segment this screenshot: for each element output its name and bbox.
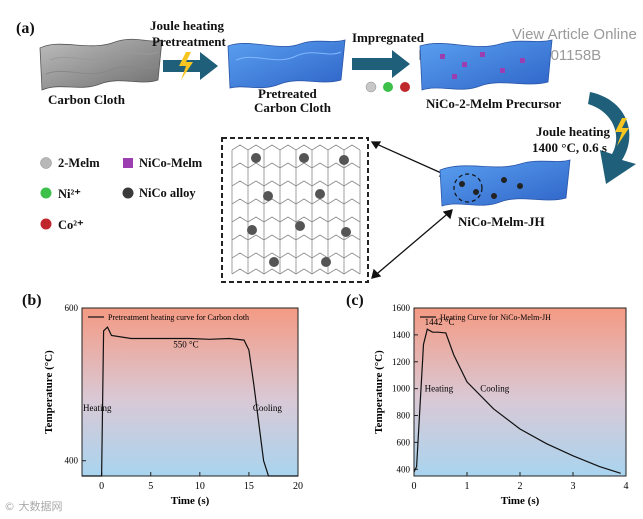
- ni-sphere-icon: [40, 187, 52, 199]
- legend-label: Pretreatment heating curve for Carbon cl…: [108, 313, 249, 322]
- ni-sphere-icon: [383, 82, 393, 92]
- x-tick-label: 0: [412, 481, 417, 492]
- chart-annotation: Heating: [83, 403, 112, 413]
- x-tick-label: 3: [571, 481, 576, 492]
- chart-annotation: Cooling: [253, 403, 283, 413]
- legend-co: Co²⁺: [58, 218, 84, 232]
- co-sphere-icon: [40, 218, 52, 230]
- arrow-1: [163, 52, 218, 80]
- nico-alloy-sphere-icon: [122, 187, 134, 199]
- panel-a-label: (a): [16, 20, 35, 37]
- precursor-cloth-image: [419, 39, 553, 91]
- x-tick-label: 0: [99, 481, 104, 492]
- zoom-arrows: [370, 141, 453, 279]
- 2-melm-sphere-icon: [40, 157, 52, 169]
- source-badge: © 大数据网: [4, 500, 63, 513]
- x-tick-label: 2: [518, 481, 523, 492]
- x-tick-label: 15: [244, 481, 254, 492]
- panel-a-schematic: [39, 38, 636, 283]
- plot-area: [413, 307, 627, 477]
- y-tick-label: 600: [65, 303, 79, 313]
- panel-b-label: (b): [22, 292, 42, 309]
- series-line: [82, 326, 298, 477]
- arrow1-label-line1: Joule heating: [150, 18, 225, 33]
- arrow3-label-line1: Joule heating: [536, 124, 611, 139]
- y-tick-label: 1200: [392, 357, 411, 367]
- legend-label: Heating Curve for NiCo-Melm-JH: [440, 313, 551, 322]
- y-tick-label: 1000: [392, 384, 411, 394]
- curved-arrow-3: [588, 92, 636, 184]
- product-cloth-image: [439, 159, 571, 207]
- arrow3-label-line2: 1400 °C, 0.6 s: [532, 140, 607, 155]
- lattice-image: [221, 137, 369, 283]
- legend-nico-alloy: NiCo alloy: [139, 186, 196, 200]
- y-tick-label: 400: [65, 456, 79, 466]
- y-axis-label: Temperature (°C): [373, 350, 385, 434]
- y-tick-label: 1600: [392, 303, 411, 313]
- chart-annotation: 1442 °C: [425, 317, 455, 327]
- arrow1-label-line2: Pretreatment: [152, 34, 226, 49]
- impregnated-label: Impregnated: [352, 30, 424, 45]
- nico-melm-cube-icon: [123, 158, 133, 168]
- chart-annotation: 550 °C: [173, 340, 198, 350]
- chart-annotation: Cooling: [480, 383, 510, 393]
- x-axis-label: Time (s): [501, 495, 540, 507]
- arrow-2: [352, 50, 410, 78]
- panel-c-label: (c): [346, 292, 364, 309]
- x-tick-label: 5: [148, 481, 153, 492]
- chart-annotation: Heating: [425, 383, 454, 393]
- x-axis-label: Time (s): [171, 495, 210, 507]
- co-sphere-icon: [400, 82, 410, 92]
- y-tick-label: 800: [397, 411, 411, 421]
- carbon-cloth-image: [39, 38, 163, 91]
- panel-c-chart: 0 1 2 3 4 400 600 800 1000 1200 1400 1600 Heating Cu…: [373, 303, 629, 507]
- legend-icons: [40, 157, 134, 230]
- series-line: [413, 328, 621, 474]
- y-axis-label: Temperature (°C): [43, 350, 55, 434]
- panel-b-chart: 0 5 10 15 20 400 600 Pretreatment heating curve…: [43, 303, 303, 507]
- x-tick-label: 20: [293, 481, 303, 492]
- plot-area: [81, 307, 299, 477]
- x-tick-label: 10: [195, 481, 205, 492]
- y-tick-label: 600: [397, 437, 411, 447]
- precursor-label: NiCo-2-Melm Precursor: [426, 96, 562, 111]
- legend-ni: Ni²⁺: [58, 187, 81, 201]
- pretreated-label-line1: Pretreated: [258, 86, 317, 101]
- x-tick-label: 1: [465, 481, 470, 492]
- pretreated-label-line2: Carbon Cloth: [254, 100, 331, 115]
- 2-melm-sphere-icon: [365, 81, 377, 93]
- x-tick-label: 4: [624, 481, 629, 492]
- pretreated-cloth-image: [227, 39, 346, 89]
- y-tick-label: 400: [397, 464, 411, 474]
- legend-nico-melm: NiCo-Melm: [139, 156, 203, 170]
- carbon-cloth-label: Carbon Cloth: [48, 92, 125, 107]
- product-label: NiCo-Melm-JH: [458, 214, 545, 229]
- legend-2-melm: 2-Melm: [58, 156, 100, 170]
- y-tick-label: 1400: [392, 330, 411, 340]
- view-article-watermark: View Article Online: [512, 26, 637, 43]
